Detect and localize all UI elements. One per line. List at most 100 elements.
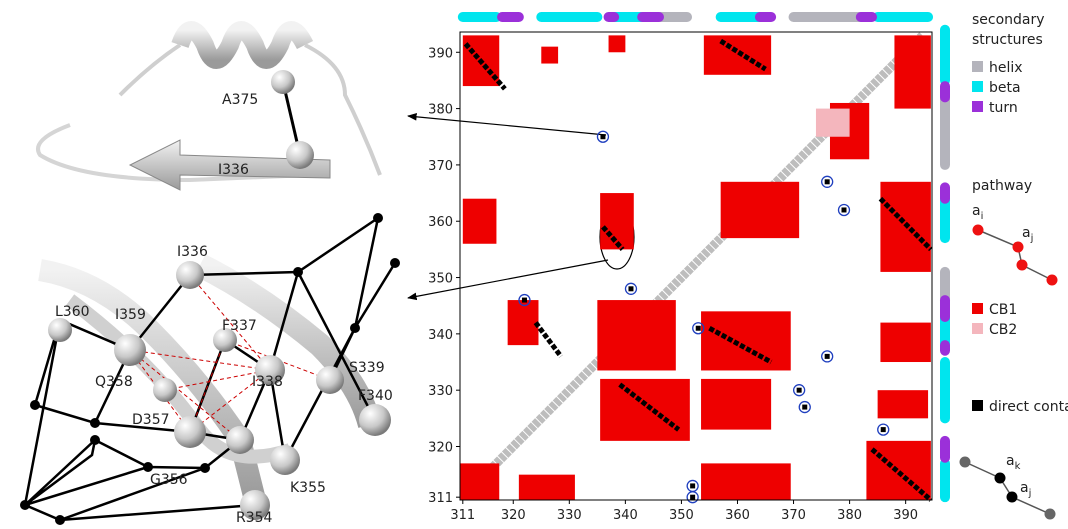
residue-label: I359 — [115, 307, 146, 323]
highlight-cell — [825, 179, 830, 184]
pathway-label-sub: j — [1028, 488, 1032, 499]
y-tick-label: 350 — [428, 272, 453, 287]
legend-title: secondary — [972, 12, 1045, 28]
pathway-link — [1012, 497, 1050, 514]
pathway-label-base: a — [1006, 453, 1015, 469]
residue-label: I336 — [177, 244, 208, 260]
contact-region — [460, 463, 499, 500]
legend-swatch — [972, 81, 983, 92]
pathway-label-base: a — [1020, 480, 1029, 496]
pathway-label-base: a — [972, 203, 981, 219]
residue-label: A375 — [222, 92, 258, 108]
contact-region — [701, 463, 791, 500]
residue-label: K355 — [290, 480, 326, 496]
y-tick-label: 360 — [428, 215, 453, 230]
pathway-label: ai — [972, 203, 983, 222]
residue-label: L360 — [55, 304, 90, 320]
highlight-cell — [797, 388, 802, 393]
figure: 311 320 330 340 350 360 370 380 390 311 320 330 340 3… — [0, 0, 1068, 529]
contact-region — [894, 35, 930, 108]
highlight-cell — [696, 326, 701, 331]
pathway-label-sub: j — [1030, 233, 1034, 244]
pathway-link — [965, 462, 1000, 478]
contact-region — [721, 182, 799, 238]
highlight-cell — [825, 354, 830, 359]
contact-region — [600, 379, 690, 441]
legend-label: helix — [989, 60, 1023, 76]
pathway-node — [1045, 509, 1056, 520]
y-tick-label: 320 — [428, 440, 453, 455]
pathway-node — [973, 225, 984, 236]
highlight-cell — [690, 483, 695, 488]
legend-label: beta — [989, 80, 1021, 96]
highlight-cell — [802, 405, 807, 410]
residue-label: R354 — [236, 510, 273, 526]
residue-label: I338 — [252, 374, 283, 390]
contact-region — [609, 35, 626, 52]
arrow — [408, 116, 606, 135]
contact-region — [880, 323, 930, 362]
x-tick-label: 350 — [669, 508, 694, 523]
contact-region — [600, 193, 634, 249]
pathway-node — [1007, 492, 1018, 503]
legend-label: CB1 — [989, 302, 1017, 318]
y-tick-label: 330 — [428, 384, 453, 399]
highlight-cell — [628, 286, 633, 291]
y-tick-label: 370 — [428, 159, 453, 174]
residue-label: S339 — [349, 360, 385, 376]
pathway-node — [1013, 242, 1024, 253]
contact-region — [701, 379, 771, 430]
residue-label: F340 — [358, 388, 393, 404]
contact-region — [597, 300, 675, 370]
contact-region — [701, 311, 791, 370]
pathway-label-sub: k — [1015, 461, 1021, 472]
pathway-label-sub: i — [981, 211, 984, 222]
legend-title: structures — [972, 32, 1043, 48]
highlight-cell — [881, 427, 886, 432]
pathway-label-base: a — [1022, 225, 1031, 241]
x-tick-label: 311 — [450, 508, 475, 523]
highlight-cell — [600, 134, 605, 139]
legend-swatch — [972, 101, 983, 112]
contact-region — [519, 475, 575, 500]
pathway-node — [1047, 275, 1058, 286]
residue-label: G356 — [150, 472, 188, 488]
x-tick-label: 320 — [501, 508, 526, 523]
x-tick-label: 330 — [557, 508, 582, 523]
highlight-cell — [690, 495, 695, 500]
contact-region — [463, 199, 497, 244]
legend-title: pathway — [972, 178, 1032, 194]
x-tick-label: 380 — [837, 508, 862, 523]
y-tick-label: 380 — [428, 103, 453, 118]
contact-region — [878, 390, 928, 418]
legend-label: direct contact — [989, 399, 1068, 415]
direct-contact — [536, 323, 561, 357]
contact-region — [508, 300, 539, 345]
contact-region — [816, 109, 850, 137]
residue-label: F337 — [222, 318, 257, 334]
pathway-node — [1017, 260, 1028, 271]
pathway-label: ak — [1006, 453, 1021, 472]
y-tick-label: 390 — [428, 46, 453, 61]
x-tick-label: 370 — [781, 508, 806, 523]
residue-label: I336 — [218, 162, 249, 178]
legend-swatch — [972, 303, 983, 314]
pathway-node — [995, 473, 1006, 484]
y-tick-label: 340 — [428, 328, 453, 343]
legend-swatch — [972, 323, 983, 334]
pathway-label: aj — [1022, 225, 1033, 244]
legend-label: CB2 — [989, 322, 1017, 338]
pathway-label: aj — [1020, 480, 1031, 499]
top-structure — [38, 30, 380, 190]
x-tick-label: 340 — [613, 508, 638, 523]
legend-swatch — [972, 400, 983, 411]
x-tick-label: 390 — [893, 508, 918, 523]
residue-label: Q358 — [95, 374, 133, 390]
highlight-cell — [841, 207, 846, 212]
bottom-structure — [20, 213, 400, 525]
pathway-node — [960, 457, 971, 468]
legend-swatch — [972, 61, 983, 72]
y-tick-label: 311 — [428, 491, 453, 506]
x-tick-label: 360 — [725, 508, 750, 523]
highlight-cell — [522, 298, 527, 303]
